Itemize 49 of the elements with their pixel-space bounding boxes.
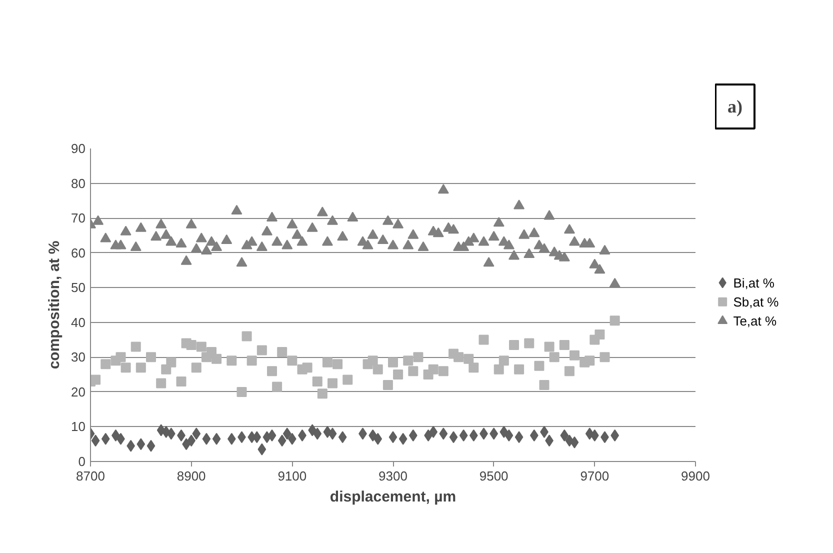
y-tick-label: 80 (71, 176, 86, 191)
point (91, 434, 100, 447)
point (101, 432, 110, 445)
point (258, 443, 266, 456)
point (268, 429, 276, 442)
point (514, 431, 524, 444)
y-tick-label: 70 (71, 210, 86, 226)
x-tick-label: 9300 (378, 468, 408, 484)
y-tick-label: 50 (71, 280, 86, 296)
x-tick-label: 8900 (176, 468, 206, 484)
point (313, 428, 322, 440)
point (449, 431, 458, 444)
y-tick-label: 40 (71, 314, 86, 330)
y-tick-label: 30 (71, 350, 86, 365)
x-tick-label: 9900 (681, 468, 710, 484)
point (282, 428, 292, 440)
point (212, 432, 221, 445)
y-tick-label: 10 (71, 419, 86, 434)
legend-label: Bi,at % (733, 275, 775, 290)
x-tick-label: 9500 (479, 468, 508, 484)
point (560, 429, 569, 442)
x-tick-label: 9700 (580, 468, 610, 484)
legend-label: Sb,at % (733, 294, 780, 310)
point (439, 428, 448, 440)
y-tick-label: 0 (78, 454, 86, 469)
y-axis-title: composition, at % (46, 240, 64, 370)
point (500, 426, 508, 438)
point (192, 428, 201, 440)
point (278, 434, 286, 447)
point (388, 431, 398, 444)
point (328, 428, 337, 440)
y-tick-label: 60 (71, 245, 86, 260)
point (136, 438, 146, 450)
point (202, 432, 211, 445)
point (374, 432, 382, 445)
y-tick-label: 90 (71, 141, 86, 156)
point (570, 436, 579, 448)
point (338, 431, 347, 444)
x-tick-label: 9100 (278, 468, 307, 484)
x-axis-title: displacement, µm (330, 488, 456, 506)
point (252, 431, 262, 444)
point (146, 440, 156, 452)
y-tick-label: 20 (71, 384, 86, 400)
legend-label: Te,at % (733, 313, 777, 328)
point (398, 432, 408, 445)
x-tick-label: 8700 (76, 468, 105, 484)
text: a) (728, 96, 742, 116)
point (504, 429, 514, 442)
point (459, 429, 468, 442)
